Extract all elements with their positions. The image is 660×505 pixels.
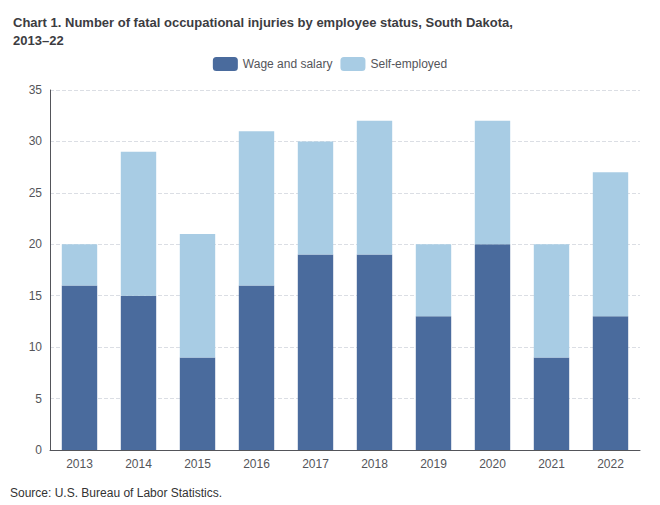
svg-text:Source: U.S. Bureau of Labor S: Source: U.S. Bureau of Labor Statistics. [10,486,222,500]
svg-text:10: 10 [29,340,43,354]
svg-text:Self-employed: Self-employed [370,57,447,71]
svg-text:2016: 2016 [243,457,270,471]
svg-text:2015: 2015 [184,457,211,471]
svg-text:5: 5 [35,392,42,406]
svg-text:2021: 2021 [538,457,565,471]
svg-text:35: 35 [29,83,43,97]
svg-text:15: 15 [29,289,43,303]
svg-text:0: 0 [35,443,42,457]
svg-text:2014: 2014 [125,457,152,471]
svg-text:2017: 2017 [302,457,329,471]
svg-text:2022: 2022 [597,457,624,471]
svg-text:2013–22: 2013–22 [13,33,64,48]
svg-text:2013: 2013 [66,457,93,471]
svg-text:2018: 2018 [361,457,388,471]
svg-text:25: 25 [29,186,43,200]
svg-text:20: 20 [29,237,43,251]
svg-text:2019: 2019 [420,457,447,471]
svg-text:Chart 1. Number of fatal occup: Chart 1. Number of fatal occupational in… [13,15,513,30]
svg-text:2020: 2020 [479,457,506,471]
svg-text:Wage and salary: Wage and salary [243,57,333,71]
svg-text:30: 30 [29,134,43,148]
